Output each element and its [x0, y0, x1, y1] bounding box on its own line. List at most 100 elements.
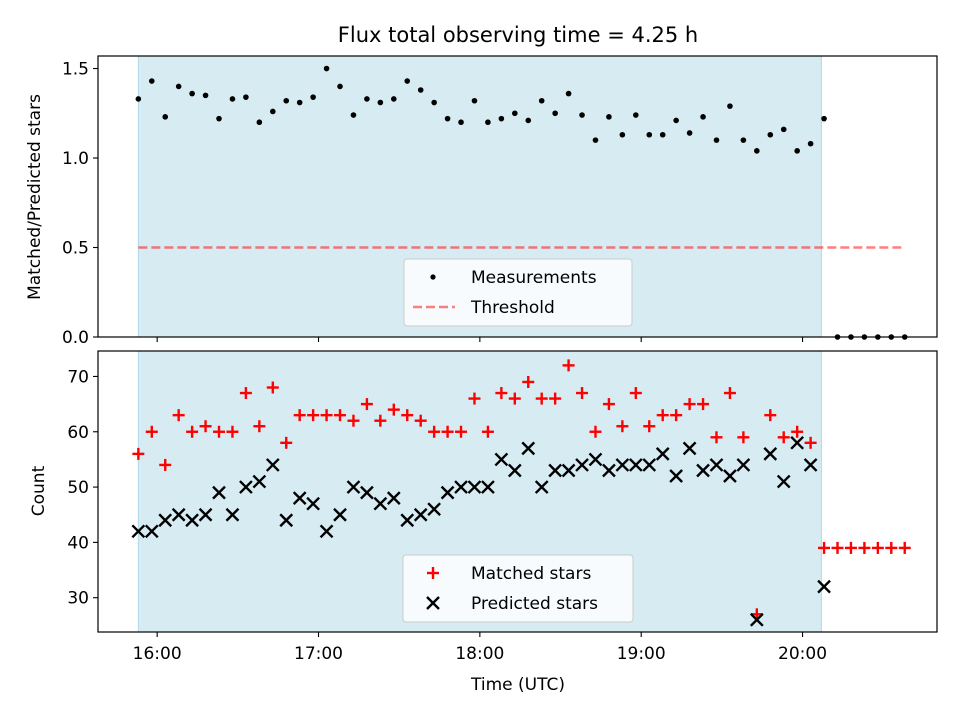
top-ytick-label: 1.5 [62, 60, 89, 80]
measurement-point [216, 115, 222, 122]
measurement-point [283, 97, 290, 104]
matched-star-point [898, 541, 911, 554]
predicted-star-point [292, 491, 307, 505]
measurement-point [633, 112, 639, 118]
predicted-star-point [225, 507, 240, 522]
predicted-star-point [561, 463, 576, 478]
matched-star-point [307, 409, 320, 422]
matched-star-point [428, 425, 441, 438]
matched-star-point [697, 398, 710, 411]
bottom-legend: Matched stars Predicted stars [402, 554, 634, 623]
matched-star-point [643, 420, 656, 433]
matched-star-point [441, 425, 454, 438]
matched-star-point [468, 392, 481, 405]
matched-star-point [602, 398, 615, 411]
matched-star-point [508, 392, 521, 405]
matched-star-point [414, 414, 427, 427]
measurement-point [606, 114, 612, 120]
predicted-star-point [749, 612, 764, 627]
predicted-star-point [803, 458, 818, 472]
measurement-point [686, 130, 693, 136]
measurement-point [458, 119, 464, 126]
x-axis-label: Time (UTC) [470, 675, 565, 695]
matched-star-point [199, 420, 212, 433]
top-panel: 0.0 0.5 1.0 1.5 Matched/Predicted stars Mea… [25, 55, 938, 348]
measurement-point [148, 78, 155, 84]
predicted-star-point [454, 480, 468, 494]
bottom-xtick-label: 20:00 [778, 644, 827, 664]
predicted-star-point [306, 496, 320, 511]
matched-star-point [670, 409, 683, 422]
bottom-ytick-label: 70 [67, 367, 89, 387]
top-y-axis-label: Matched/Predicted stars [25, 94, 45, 300]
measurement-point [807, 140, 814, 147]
predicted-star-point [790, 435, 805, 450]
matched-star-point [549, 392, 562, 405]
measurement-point [431, 99, 437, 106]
bottom-axes-frame [97, 350, 938, 633]
measurement-point [175, 83, 182, 90]
predicted-star-point [507, 463, 522, 478]
matched-star-point [280, 436, 293, 449]
matched-star-point [818, 541, 831, 554]
measurement-point [377, 99, 384, 106]
predicted-star-point [279, 513, 294, 528]
predicted-star-point [494, 452, 509, 467]
predicted-star-point [198, 507, 213, 522]
measurement-point [269, 108, 276, 115]
measurement-point [471, 97, 478, 104]
predicted-star-point [602, 463, 616, 478]
measurement-point [794, 148, 800, 154]
measurement-point [767, 131, 774, 138]
measurement-point [565, 90, 572, 97]
top-ytick-label: 1.0 [62, 149, 89, 169]
measurement-point [202, 92, 209, 99]
predicted-star-point [534, 480, 549, 494]
bottom-ytick-label: 60 [67, 423, 89, 443]
matched-star-point [764, 409, 777, 422]
predicted-star-point [185, 513, 199, 528]
measurement-point [579, 112, 585, 118]
predicted-star-point [736, 458, 751, 472]
predicted-star-point [427, 502, 441, 517]
legend-matched-label: Matched stars [471, 564, 591, 584]
measurement-point [673, 117, 679, 124]
matched-star-point [576, 387, 589, 400]
matched-star-point [132, 447, 145, 460]
matched-star-point [172, 409, 185, 422]
measurement-point [592, 137, 599, 143]
matched-star-point [777, 431, 790, 444]
measurement-point [337, 83, 343, 90]
predicted-star-point [239, 480, 253, 494]
measurement-point [659, 131, 666, 138]
predicted-star-point [265, 458, 280, 472]
matched-star-point [723, 387, 736, 400]
measurement-point [485, 119, 491, 126]
measurement-point [256, 119, 263, 126]
top-axes-frame [97, 55, 938, 338]
predicted-star-point [615, 458, 630, 472]
legend-threshold-label: Threshold [470, 298, 555, 318]
matched-star-point [374, 414, 387, 427]
measurement-point [740, 137, 747, 143]
measurement-point [512, 110, 518, 117]
bottom-ytick-label: 50 [67, 478, 89, 498]
matched-star-point [683, 398, 696, 411]
matched-star-point [266, 381, 279, 394]
top-ytick-label: 0.5 [62, 239, 89, 259]
measurement-point [780, 126, 787, 133]
predicted-star-point [373, 496, 388, 511]
bottom-ytick-label: 30 [67, 589, 89, 609]
matched-star-point [495, 387, 508, 400]
predicted-star-point [521, 441, 536, 456]
matched-star-point [239, 387, 252, 400]
top-legend: Measurements Threshold [403, 258, 633, 327]
bottom-xtick-label: 18:00 [455, 644, 504, 664]
measurement-point [821, 115, 827, 122]
matched-star-point [710, 431, 723, 444]
bottom-legend-box [402, 554, 634, 623]
measurement-point [444, 115, 451, 122]
predicted-star-point [386, 491, 401, 505]
matched-star-point [844, 541, 857, 554]
predicted-star-point [131, 524, 146, 539]
